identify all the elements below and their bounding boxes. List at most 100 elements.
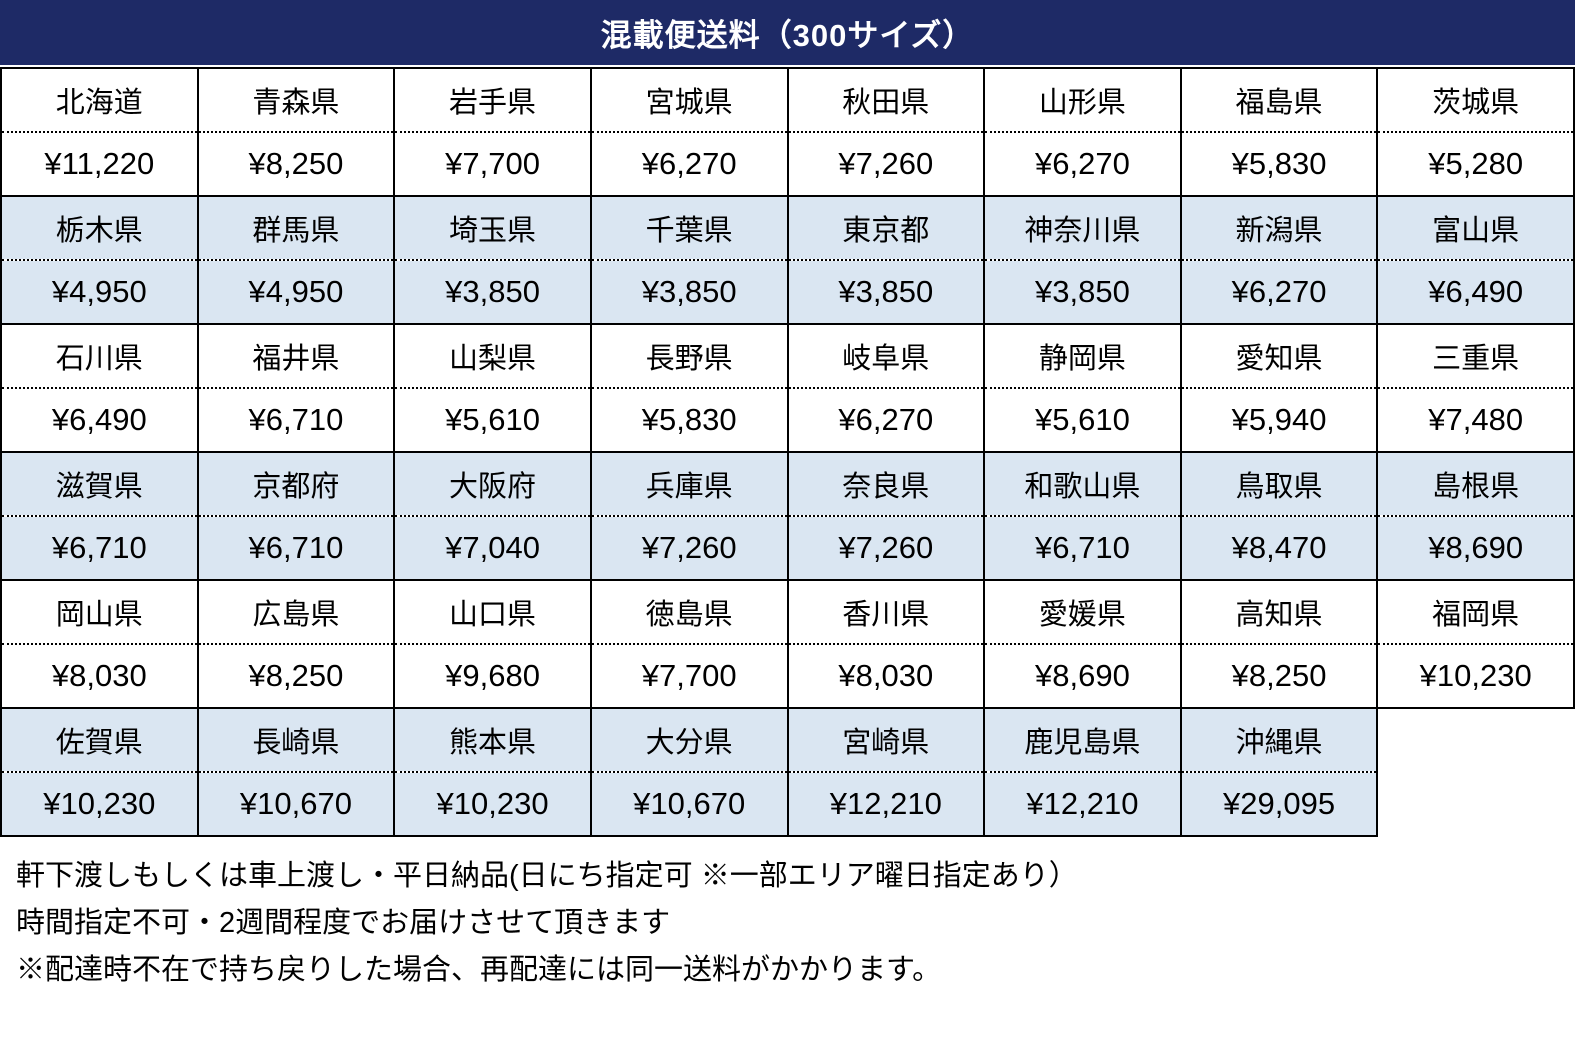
price-cell: ¥5,280	[1376, 132, 1575, 197]
price-cell: ¥7,700	[589, 644, 789, 709]
price-row: ¥6,710 ¥6,710 ¥7,040 ¥7,260 ¥7,260 ¥6,710 ¥8,4…	[0, 516, 1575, 581]
prefecture-name-row: 滋賀県 京都府 大阪府 兵庫県 奈良県 和歌山県 鳥取県 島根県	[0, 451, 1575, 517]
prefecture-cell: 東京都	[786, 195, 986, 261]
price-cell: ¥6,710	[196, 516, 396, 581]
price-cell: ¥8,470	[1179, 516, 1379, 581]
price-cell: ¥6,270	[1179, 260, 1379, 325]
price-row: ¥11,220 ¥8,250 ¥7,700 ¥6,270 ¥7,260 ¥6,270 ¥5,…	[0, 132, 1575, 197]
fee-table-body: 北海道 青森県 岩手県 宮城県 秋田県 山形県 福島県 茨城県 ¥11,220 ¥8,250 ¥7,…	[0, 67, 1575, 837]
prefecture-cell: 富山県	[1376, 195, 1575, 261]
prefecture-cell: 新潟県	[1179, 195, 1379, 261]
prefecture-cell: 鳥取県	[1179, 451, 1379, 517]
price-cell: ¥7,260	[786, 516, 986, 581]
price-cell: ¥6,270	[589, 132, 789, 197]
price-cell: ¥29,095	[1179, 772, 1379, 837]
prefecture-cell: 奈良県	[786, 451, 986, 517]
price-cell: ¥8,250	[196, 132, 396, 197]
prefecture-cell: 愛知県	[1179, 323, 1379, 389]
prefecture-cell: 愛媛県	[983, 579, 1182, 645]
notes: 軒下渡しもしくは車上渡し・平日納品(日にち指定可 ※一部エリア曜日指定あり） 時…	[0, 837, 1575, 994]
prefecture-cell: 石川県	[0, 323, 199, 389]
prefecture-cell: 岡山県	[0, 579, 199, 645]
prefecture-cell: 山形県	[983, 67, 1182, 133]
fee-table: 北海道 青森県 岩手県 宮城県 秋田県 山形県 福島県 茨城県 ¥11,220 ¥8,250 ¥7,…	[0, 67, 1575, 837]
page-title: 混載便送料（300サイズ）	[600, 18, 975, 53]
prefecture-cell: 青森県	[196, 67, 396, 133]
prefecture-cell: 広島県	[196, 579, 396, 645]
prefecture-name-row: 北海道 青森県 岩手県 宮城県 秋田県 山形県 福島県 茨城県	[0, 67, 1575, 133]
prefecture-cell: 三重県	[1376, 323, 1575, 389]
prefecture-cell: 高知県	[1179, 579, 1379, 645]
prefecture-cell: 千葉県	[589, 195, 789, 261]
price-cell: ¥3,850	[983, 260, 1182, 325]
prefecture-cell: 山梨県	[393, 323, 592, 389]
prefecture-cell: 山口県	[393, 579, 592, 645]
price-cell: ¥8,690	[1376, 516, 1575, 581]
price-cell: ¥10,230	[393, 772, 592, 837]
price-cell: ¥5,940	[1179, 388, 1379, 453]
prefecture-cell: 長野県	[589, 323, 789, 389]
prefecture-name-row: 石川県 福井県 山梨県 長野県 岐阜県 静岡県 愛知県 三重県	[0, 323, 1575, 389]
prefecture-name-row: 栃木県 群馬県 埼玉県 千葉県 東京都 神奈川県 新潟県 富山県	[0, 195, 1575, 261]
price-cell: ¥10,230	[1376, 644, 1575, 709]
price-cell: ¥5,830	[589, 388, 789, 453]
prefecture-name-row: 佐賀県 長崎県 熊本県 大分県 宮崎県 鹿児島県 沖縄県	[0, 707, 1574, 773]
price-cell: ¥3,850	[589, 260, 789, 325]
prefecture-cell: 岐阜県	[786, 323, 986, 389]
price-cell: ¥3,850	[393, 260, 592, 325]
price-cell: ¥9,680	[393, 644, 592, 709]
prefecture-cell: 静岡県	[983, 323, 1182, 389]
prefecture-cell: 福岡県	[1376, 579, 1575, 645]
price-row: ¥10,230 ¥10,670 ¥10,230 ¥10,670 ¥12,210 ¥12,2…	[0, 772, 1574, 837]
price-cell: ¥6,270	[786, 388, 986, 453]
price-cell: ¥10,230	[0, 772, 199, 837]
price-cell: ¥8,030	[0, 644, 199, 709]
price-row: ¥8,030 ¥8,250 ¥9,680 ¥7,700 ¥8,030 ¥8,690 ¥8,2…	[0, 644, 1575, 709]
note-line: ※配達時不在で持ち戻りした場合、再配達には同一送料がかかります。	[16, 953, 942, 986]
prefecture-cell: 茨城県	[1376, 67, 1575, 133]
price-cell: ¥8,250	[196, 644, 396, 709]
prefecture-cell: 宮城県	[589, 67, 789, 133]
price-cell: ¥12,210	[786, 772, 986, 837]
price-cell: ¥5,830	[1179, 132, 1379, 197]
price-cell: ¥7,260	[589, 516, 789, 581]
price-cell: ¥6,490	[1376, 260, 1575, 325]
price-row: ¥6,490 ¥6,710 ¥5,610 ¥5,830 ¥6,270 ¥5,610 ¥5,9…	[0, 388, 1575, 453]
prefecture-cell: 滋賀県	[0, 451, 199, 517]
note-line: 時間指定不可・2週間程度でお届けさせて頂きます	[16, 906, 671, 939]
price-cell: ¥11,220	[0, 132, 199, 197]
price-cell: ¥10,670	[589, 772, 789, 837]
price-cell: ¥7,480	[1376, 388, 1575, 453]
price-cell: ¥6,270	[983, 132, 1182, 197]
prefecture-cell: 岩手県	[393, 67, 592, 133]
price-cell: ¥12,210	[983, 772, 1182, 837]
prefecture-cell: 徳島県	[589, 579, 789, 645]
price-cell: ¥10,670	[196, 772, 396, 837]
price-cell: ¥8,250	[1179, 644, 1379, 709]
prefecture-cell: 北海道	[0, 67, 199, 133]
empty-cell	[1376, 708, 1574, 772]
prefecture-cell: 神奈川県	[983, 195, 1182, 261]
prefecture-cell: 大分県	[589, 707, 789, 773]
price-cell: ¥7,700	[393, 132, 592, 197]
prefecture-cell: 福井県	[196, 323, 396, 389]
prefecture-cell: 沖縄県	[1179, 707, 1379, 773]
prefecture-cell: 鹿児島県	[983, 707, 1182, 773]
price-row: ¥4,950 ¥4,950 ¥3,850 ¥3,850 ¥3,850 ¥3,850 ¥6,2…	[0, 260, 1575, 325]
prefecture-cell: 熊本県	[393, 707, 592, 773]
prefecture-cell: 秋田県	[786, 67, 986, 133]
prefecture-cell: 福島県	[1179, 67, 1379, 133]
prefecture-cell: 和歌山県	[983, 451, 1182, 517]
price-cell: ¥3,850	[786, 260, 986, 325]
prefecture-cell: 栃木県	[0, 195, 199, 261]
price-cell: ¥5,610	[393, 388, 592, 453]
prefecture-cell: 群馬県	[196, 195, 396, 261]
price-cell: ¥7,260	[786, 132, 986, 197]
price-cell: ¥7,040	[393, 516, 592, 581]
price-cell: ¥4,950	[0, 260, 199, 325]
table-title-bar: 混載便送料（300サイズ）	[0, 0, 1575, 65]
prefecture-cell: 兵庫県	[589, 451, 789, 517]
price-cell: ¥8,030	[786, 644, 986, 709]
prefecture-name-row: 岡山県 広島県 山口県 徳島県 香川県 愛媛県 高知県 福岡県	[0, 579, 1575, 645]
